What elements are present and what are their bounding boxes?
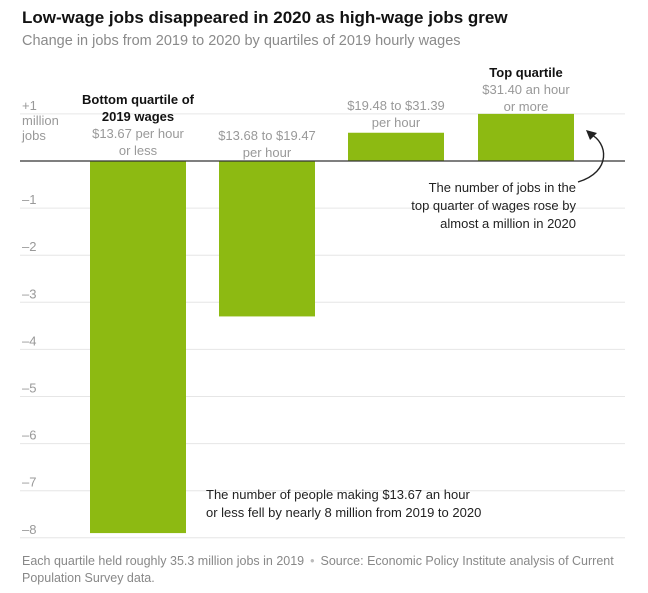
y-tick-label: –5 [22, 381, 36, 396]
footer-note: Each quartile held roughly 35.3 million … [22, 554, 305, 568]
annotation-arrow [577, 133, 605, 183]
label-quartile-4: Top quartile $31.40 an hour or more [482, 65, 570, 114]
footer-source: Source: Economic Policy Institute analys… [22, 554, 614, 585]
y-tick-label: –2 [22, 239, 36, 254]
y-tick-label: –3 [22, 286, 36, 301]
y-unit-label: jobs [21, 128, 46, 143]
y-tick-label: –1 [22, 192, 36, 207]
bar-quartile-4 [478, 113, 574, 161]
y-tick-label: –6 [22, 428, 36, 443]
label-quartile-3: $19.48 to $31.39 per hour [347, 98, 445, 130]
y-tick-label: –7 [22, 475, 36, 490]
y-tick-label: –8 [22, 522, 36, 537]
y-tick-label: –4 [22, 333, 36, 348]
y-tick-label: +1 [22, 98, 37, 113]
annotation-arrowhead [586, 130, 597, 140]
y-unit-label: million [22, 113, 59, 128]
label-quartile-2: $13.68 to $19.47 per hour [218, 128, 316, 160]
chart-title: Low-wage jobs disappeared in 2020 as hig… [22, 8, 508, 27]
bar-quartile-1 [90, 161, 186, 534]
bar-quartile-2 [219, 161, 315, 317]
label-quartile-1: Bottom quartile of 2019 wages $13.67 per… [82, 92, 194, 158]
annotation-top-quartile: The number of jobs in the top quarter of… [411, 180, 576, 231]
chart-footer: Each quartile held roughly 35.3 million … [22, 553, 632, 587]
footer-separator: • [310, 554, 315, 568]
bar-quartile-3 [348, 132, 444, 161]
chart-subtitle: Change in jobs from 2019 to 2020 by quar… [22, 33, 461, 49]
annotation-bottom-quartile: The number of people making $13.67 an ho… [206, 487, 482, 520]
